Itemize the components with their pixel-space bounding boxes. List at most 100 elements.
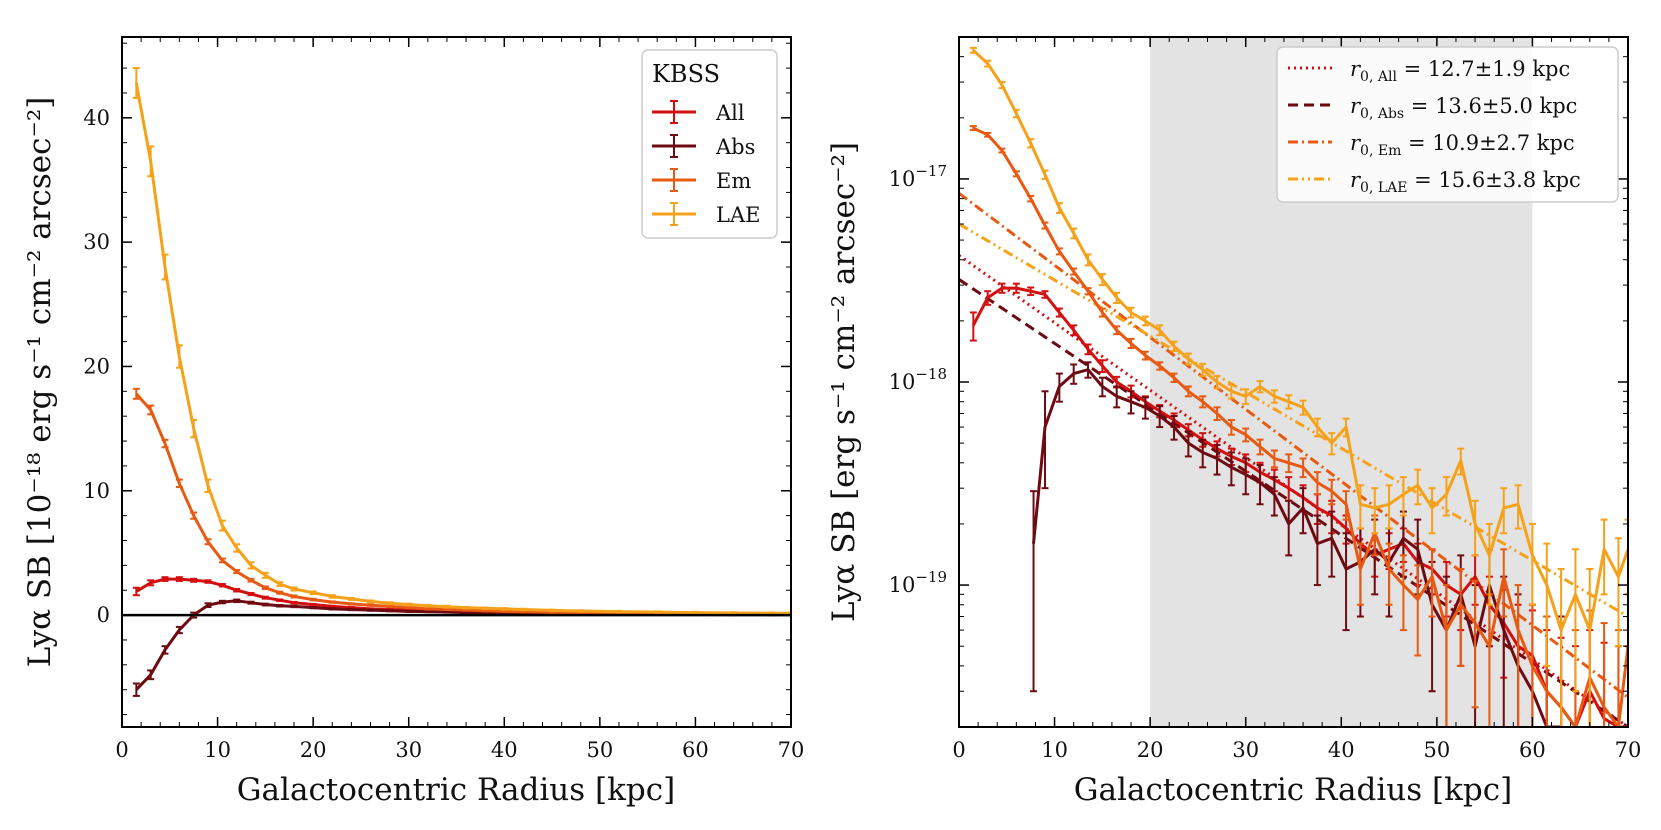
errorbar-all (998, 282, 1006, 294)
errorbar-all (161, 576, 169, 582)
x-tick-label: 70 (778, 738, 805, 762)
errorbar-lae (175, 344, 183, 369)
errorbar-em (161, 438, 169, 449)
errorbar-em (1500, 548, 1508, 618)
errorbar-em (424, 607, 432, 611)
errorbar-em (1256, 438, 1264, 456)
errorbar-lae (204, 478, 212, 494)
x-tick-label: 60 (1519, 738, 1546, 762)
errorbar-lae (218, 519, 226, 532)
errorbar-em (1184, 385, 1192, 398)
errorbar-abs (1156, 405, 1164, 429)
y-tick-base: 10 (889, 370, 916, 394)
errorbar-em (1471, 579, 1479, 709)
errorbar-lae (1457, 447, 1465, 476)
errorbar-lae (247, 561, 255, 570)
legend-value: = 12.7±1.9 kpc (1397, 57, 1570, 81)
legend-value: = 15.6±3.8 kpc (1407, 168, 1580, 192)
errorbar-em (1342, 490, 1350, 521)
errorbar-abs (1055, 372, 1063, 403)
errorbar-em (1328, 478, 1336, 506)
errorbar-abs (386, 609, 394, 613)
errorbar-all (276, 598, 284, 602)
errorbar-em (147, 404, 155, 416)
errorbar-all (175, 576, 183, 582)
legend-label-all: All (715, 101, 745, 125)
errorbar-lae (1242, 388, 1250, 405)
errorbar-em (1356, 542, 1364, 606)
errorbar-abs (1256, 464, 1264, 506)
errorbar-em (1514, 584, 1522, 727)
errorbar-em (132, 387, 140, 400)
errorbar-lae (481, 606, 489, 611)
errorbar-lae (1442, 476, 1450, 517)
errorbar-all (190, 577, 198, 583)
errorbar-lae (984, 59, 992, 68)
legend-subscript: 0, Abs (1360, 106, 1404, 122)
errorbar-em (998, 147, 1006, 154)
x-tick-label: 10 (204, 738, 231, 762)
errorbar-lae (1485, 522, 1493, 606)
errorbar-all (261, 595, 269, 600)
right-y-axis-label: Lyα SB [erg s⁻¹ cm⁻² arcsec⁻²] (826, 142, 862, 622)
errorbar-lae (653, 610, 661, 614)
errorbar-lae (1414, 468, 1422, 506)
x-tick-label: 50 (1423, 738, 1450, 762)
legend-symbol: r (1350, 57, 1362, 81)
errorbar-abs (347, 607, 355, 612)
errorbar-lae (1371, 487, 1379, 535)
errorbar-em (1242, 427, 1250, 443)
errorbar-em (1027, 194, 1035, 203)
errorbar-em (1270, 449, 1278, 469)
errorbar-lae (347, 596, 355, 601)
errorbar-em (462, 608, 470, 612)
errorbar-em (1313, 471, 1321, 496)
errorbar-em (500, 609, 508, 613)
errorbar-lae (1342, 417, 1350, 438)
x-tick-label: 50 (586, 738, 613, 762)
legend-symbol: r (1350, 94, 1362, 118)
y-tick-exponent: −17 (915, 162, 947, 180)
y-tick-label: 10−18 (889, 365, 947, 394)
x-tick-label: 0 (115, 738, 128, 762)
errorbar-all (132, 586, 140, 597)
errorbar-lae (1586, 567, 1594, 727)
errorbar-em (1041, 221, 1049, 230)
y-tick-exponent: −19 (915, 568, 947, 586)
x-tick-label: 40 (1328, 738, 1355, 762)
errorbar-em (1070, 267, 1078, 276)
errorbar-abs (1199, 438, 1207, 469)
x-tick-label: 0 (952, 738, 965, 762)
errorbar-em (1457, 567, 1465, 667)
errorbar-lae (1012, 108, 1020, 119)
errorbar-em (1600, 622, 1608, 727)
legend-subscript: 0, All (1360, 69, 1397, 85)
errorbar-lae (386, 601, 394, 606)
errorbar-em (328, 600, 336, 604)
errorbar-abs (1299, 487, 1307, 535)
errorbar-em (1141, 350, 1149, 361)
y-tick-label: 0 (97, 603, 110, 627)
legend-label-em: Em (716, 169, 751, 193)
errorbar-em (1055, 247, 1063, 256)
errorbar-lae (405, 602, 413, 607)
errorbar-abs (481, 611, 489, 615)
errorbar-lae (1514, 484, 1522, 530)
errorbar-lae (768, 611, 776, 615)
errorbar-em (309, 597, 317, 602)
errorbar-lae (1041, 169, 1049, 180)
errorbar-all (290, 600, 298, 605)
errorbar-lae (1385, 484, 1393, 530)
errorbar-abs (147, 669, 155, 681)
errorbar-abs (366, 608, 374, 612)
errorbar-abs (1213, 443, 1221, 476)
errorbar-lae (519, 607, 527, 612)
errorbar-lae (1614, 537, 1622, 648)
errorbar-abs (1098, 376, 1106, 398)
y-tick-label: 10 (83, 479, 110, 503)
legend-subscript: 0, LAE (1360, 180, 1407, 196)
linear-panel: 0 10 20 30 40 50 60 70 0 10 20 30 40 Galactocentric … (22, 36, 805, 808)
errorbar-lae (1313, 417, 1321, 438)
